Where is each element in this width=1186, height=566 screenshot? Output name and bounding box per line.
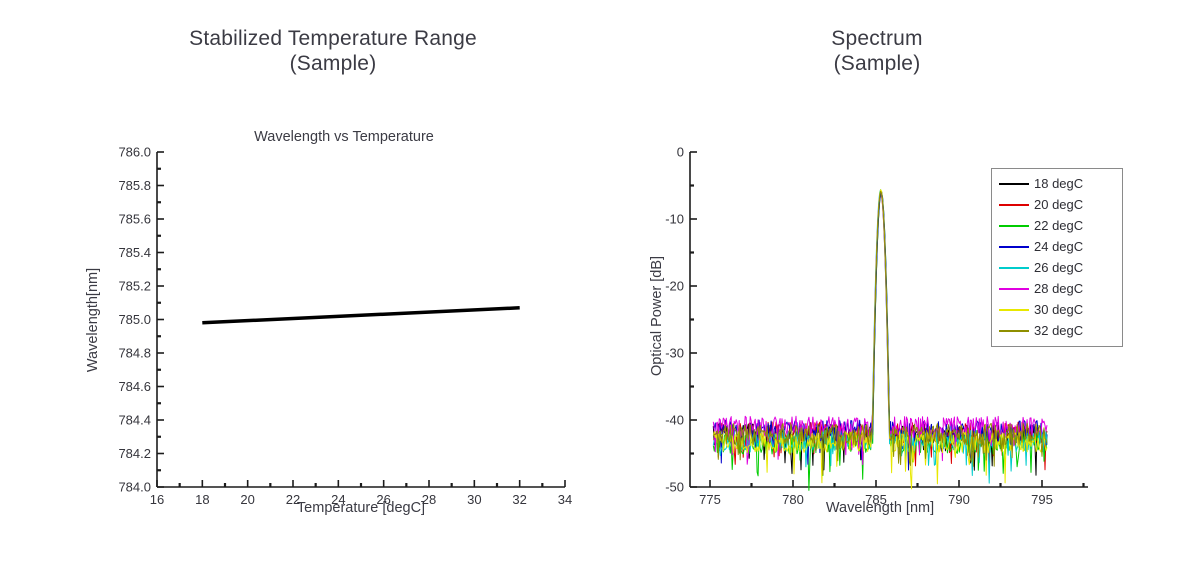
legend-entry: 26 degC [999, 257, 1122, 278]
svg-text:28: 28 [422, 492, 436, 507]
legend-entry: 20 degC [999, 194, 1122, 215]
svg-text:795: 795 [1031, 492, 1053, 507]
legend-entry-label: 32 degC [1034, 323, 1084, 338]
svg-text:-10: -10 [665, 212, 684, 227]
legend-line-swatch [999, 203, 1029, 206]
temperature-chart-line [202, 306, 520, 325]
legend-entry: 32 degC [999, 320, 1122, 341]
left-plot-title: Wavelength vs Temperature [254, 129, 434, 145]
right-figure-title-text: Spectrum [831, 27, 923, 50]
svg-text:26: 26 [376, 492, 390, 507]
legend-line-swatch [999, 329, 1029, 332]
svg-text:18: 18 [195, 492, 209, 507]
left-figure-title-text: Stabilized Temperature Range [189, 27, 477, 50]
legend-line-swatch [999, 308, 1029, 311]
svg-text:790: 790 [948, 492, 970, 507]
svg-text:32: 32 [512, 492, 526, 507]
legend-entry: 22 degC [999, 215, 1122, 236]
legend-line-swatch [999, 224, 1029, 227]
svg-text:34: 34 [558, 492, 572, 507]
svg-text:784.6: 784.6 [118, 379, 151, 394]
svg-text:-50: -50 [665, 480, 684, 495]
svg-text:785: 785 [865, 492, 887, 507]
svg-text:780: 780 [782, 492, 804, 507]
legend-entry-label: 28 degC [1034, 281, 1084, 296]
temperature-chart-axes: 786.0 785.8 785.6 785.4 785.2 785.0 784.8 784.6… [118, 145, 572, 508]
spectrum-chart-traces [712, 189, 1048, 491]
legend-entry-label: 26 degC [1034, 260, 1084, 275]
legend-entry-label: 24 degC [1034, 239, 1084, 254]
left-figure-title: Stabilized Temperature Range (Sample) [123, 26, 543, 76]
svg-text:785.6: 785.6 [118, 212, 151, 227]
legend-entry: 30 degC [999, 299, 1122, 320]
left-figure-subtitle-text: (Sample) [289, 52, 377, 75]
legend-entry-label: 30 degC [1034, 302, 1084, 317]
spectrum-legend: 18 degC 20 degC 22 degC 24 degC 26 degC 28 de… [991, 168, 1123, 347]
legend-entry-label: 20 degC [1034, 197, 1084, 212]
legend-line-swatch [999, 245, 1029, 248]
svg-text:-30: -30 [665, 346, 684, 361]
left-x-axis-label: Temperature [degC] [296, 500, 426, 516]
svg-text:16: 16 [150, 492, 164, 507]
svg-text:784.0: 784.0 [118, 480, 151, 495]
svg-text:785.0: 785.0 [118, 312, 151, 327]
svg-text:24: 24 [331, 492, 345, 507]
svg-text:784.2: 784.2 [118, 446, 151, 461]
svg-text:-20: -20 [665, 279, 684, 294]
svg-text:784.4: 784.4 [118, 413, 151, 428]
legend-entry: 24 degC [999, 236, 1122, 257]
legend-line-swatch [999, 182, 1029, 185]
legend-line-swatch [999, 266, 1029, 269]
legend-line-swatch [999, 287, 1029, 290]
svg-text:785.2: 785.2 [118, 279, 151, 294]
svg-text:784.8: 784.8 [118, 346, 151, 361]
svg-text:22: 22 [286, 492, 300, 507]
right-figure-subtitle-text: (Sample) [833, 52, 921, 75]
svg-text:775: 775 [699, 492, 721, 507]
svg-text:20: 20 [240, 492, 254, 507]
legend-entry: 18 degC [999, 173, 1122, 194]
legend-entry-label: 18 degC [1034, 176, 1084, 191]
svg-text:785.4: 785.4 [118, 245, 151, 260]
right-figure-title: Spectrum (Sample) [697, 26, 1057, 76]
right-x-axis-label: Wavelength [nm] [825, 500, 935, 516]
svg-text:0: 0 [677, 145, 684, 160]
svg-text:30: 30 [467, 492, 481, 507]
svg-text:-40: -40 [665, 413, 684, 428]
svg-text:785.8: 785.8 [118, 178, 151, 193]
svg-text:786.0: 786.0 [118, 145, 151, 160]
legend-entry: 28 degC [999, 278, 1122, 299]
spectrum-chart-axes: 0 -10 -20 -30 -40 -50 775 780 785 790 795 [665, 145, 1088, 507]
legend-entry-label: 22 degC [1034, 218, 1084, 233]
